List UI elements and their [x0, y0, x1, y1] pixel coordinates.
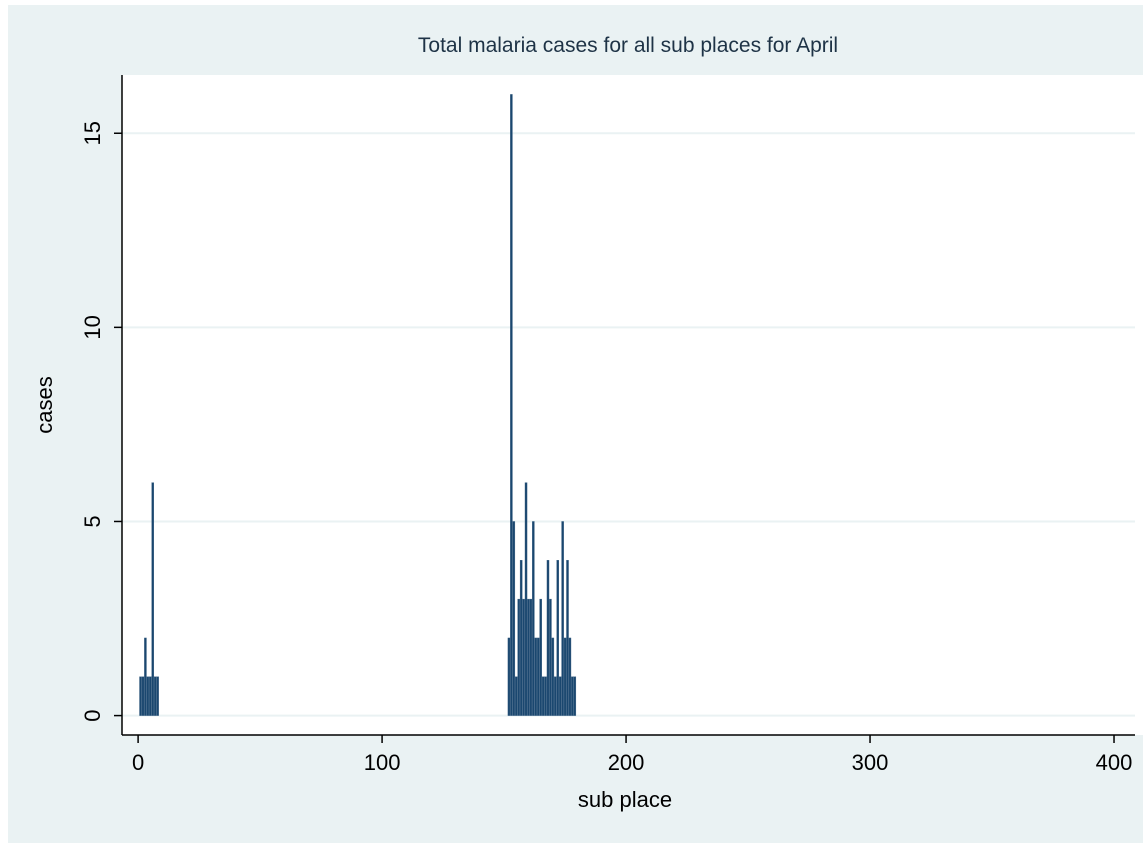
bar	[541, 676, 545, 716]
bar	[534, 637, 538, 716]
bar	[539, 598, 542, 716]
bar	[561, 521, 564, 716]
bar	[529, 598, 533, 716]
y-tick-label: 10	[80, 315, 105, 339]
bar	[532, 521, 535, 716]
bar	[146, 676, 150, 716]
y-tick-label: 5	[80, 515, 105, 527]
x-tick-label: 100	[364, 750, 401, 775]
bar	[156, 676, 159, 716]
bar	[558, 676, 562, 716]
bar	[549, 598, 552, 716]
bar	[566, 560, 569, 716]
x-tick-label: 300	[852, 750, 889, 775]
bar	[144, 637, 147, 716]
bar	[527, 598, 530, 716]
plot-region	[122, 75, 1143, 735]
x-tick-label: 0	[132, 750, 144, 775]
bar	[149, 676, 152, 716]
bar	[571, 676, 574, 716]
x-tick-label: 200	[608, 750, 645, 775]
bar	[153, 676, 157, 716]
chart-title: Total malaria cases for all sub places f…	[418, 34, 838, 57]
bar	[515, 676, 518, 716]
bar	[522, 598, 525, 716]
bar	[546, 560, 550, 716]
bar	[551, 637, 555, 716]
bar	[556, 560, 559, 716]
bar	[141, 676, 145, 716]
bar	[151, 482, 154, 716]
bar	[573, 676, 577, 716]
y-axis-title: cases	[32, 376, 57, 433]
bar	[568, 637, 572, 716]
bar	[519, 560, 523, 716]
bar	[544, 676, 547, 716]
bar	[517, 598, 520, 716]
bar	[524, 482, 528, 716]
bar	[554, 676, 557, 716]
bar	[537, 637, 540, 716]
bar	[510, 94, 513, 716]
bar	[507, 637, 511, 716]
x-tick-label: 400	[1096, 750, 1133, 775]
bar	[512, 521, 516, 716]
y-tick-label: 15	[80, 121, 105, 145]
bar	[139, 676, 142, 716]
x-axis-title: sub place	[578, 787, 672, 812]
y-tick-label: 0	[80, 709, 105, 721]
bar	[563, 637, 567, 716]
